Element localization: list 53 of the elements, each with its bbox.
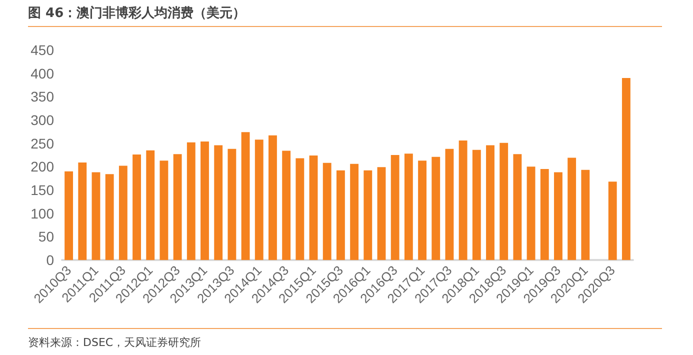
bar bbox=[418, 160, 426, 260]
bar bbox=[404, 154, 413, 260]
bar bbox=[350, 164, 359, 260]
bar bbox=[200, 141, 209, 260]
bar bbox=[608, 182, 617, 260]
bar bbox=[432, 156, 440, 260]
bar bbox=[336, 170, 345, 260]
y-tick-label: 250 bbox=[30, 135, 54, 152]
bar bbox=[186, 142, 196, 260]
bar bbox=[554, 172, 562, 260]
bar bbox=[228, 148, 236, 260]
bar bbox=[309, 155, 318, 260]
bar bbox=[322, 162, 332, 260]
bar bbox=[568, 158, 576, 260]
bar bbox=[105, 174, 114, 260]
y-tick-label: 0 bbox=[46, 252, 54, 268]
y-tick-label: 450 bbox=[30, 42, 54, 58]
bar bbox=[390, 155, 400, 260]
bar bbox=[160, 160, 168, 260]
bar bbox=[445, 148, 454, 260]
bar bbox=[622, 78, 630, 260]
text: 资料来源：DSEC，天风证券研究所 bbox=[28, 328, 662, 350]
bar bbox=[64, 171, 74, 260]
bar bbox=[214, 145, 223, 260]
bar bbox=[296, 158, 304, 260]
bar bbox=[118, 166, 128, 260]
bar bbox=[173, 154, 182, 260]
bar bbox=[458, 140, 468, 260]
bar bbox=[146, 150, 155, 260]
chart-title: 图 46：澳门非博彩人均消费（美元） bbox=[28, 4, 662, 27]
bar bbox=[377, 167, 386, 260]
bar bbox=[254, 140, 264, 260]
y-tick-label: 100 bbox=[30, 205, 54, 222]
bar bbox=[472, 150, 481, 260]
y-tick-label: 350 bbox=[30, 88, 54, 105]
bar bbox=[92, 172, 100, 260]
bar bbox=[282, 150, 291, 260]
bar bbox=[526, 166, 536, 260]
bar bbox=[268, 135, 277, 260]
bar bbox=[486, 145, 494, 260]
bar bbox=[241, 132, 250, 260]
bar bbox=[132, 154, 141, 260]
bar bbox=[581, 170, 590, 260]
bar bbox=[500, 142, 508, 260]
bar bbox=[364, 170, 372, 260]
bar bbox=[78, 162, 87, 260]
y-tick-label: 50 bbox=[38, 228, 54, 245]
bar bbox=[540, 169, 549, 260]
y-tick-label: 300 bbox=[30, 112, 54, 128]
y-tick-label: 150 bbox=[30, 182, 54, 198]
y-tick-label: 200 bbox=[30, 158, 54, 175]
y-tick-label: 400 bbox=[30, 65, 54, 82]
bar bbox=[513, 154, 522, 260]
